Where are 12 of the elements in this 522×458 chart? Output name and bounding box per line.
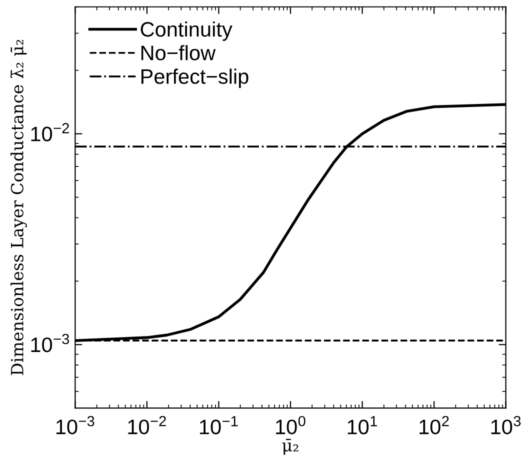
x-axis-title: μ̄₂ [282,438,298,455]
legend-label: Continuity [140,21,232,41]
x-tick-label: 10$^{2}$ [420,416,449,434]
x-tick-label: 10$^{0}$ [276,416,306,434]
x-tick-label: 10$^{−1}$ [200,416,238,434]
x-tick-label: 10$^{1}$ [348,416,377,434]
x-tick-label: 10$^{3}$ [491,416,521,434]
legend-label: Perfect−slip [141,68,248,88]
y-axis-title: Dimensionless Layer Conductance λ̄₂ μ̄₂ [10,40,27,376]
x-tick-label: 10$^{−3}$ [56,416,94,434]
legend-label: No−flow [141,45,216,60]
x-tick-label: 10$^{−2}$ [128,416,166,434]
